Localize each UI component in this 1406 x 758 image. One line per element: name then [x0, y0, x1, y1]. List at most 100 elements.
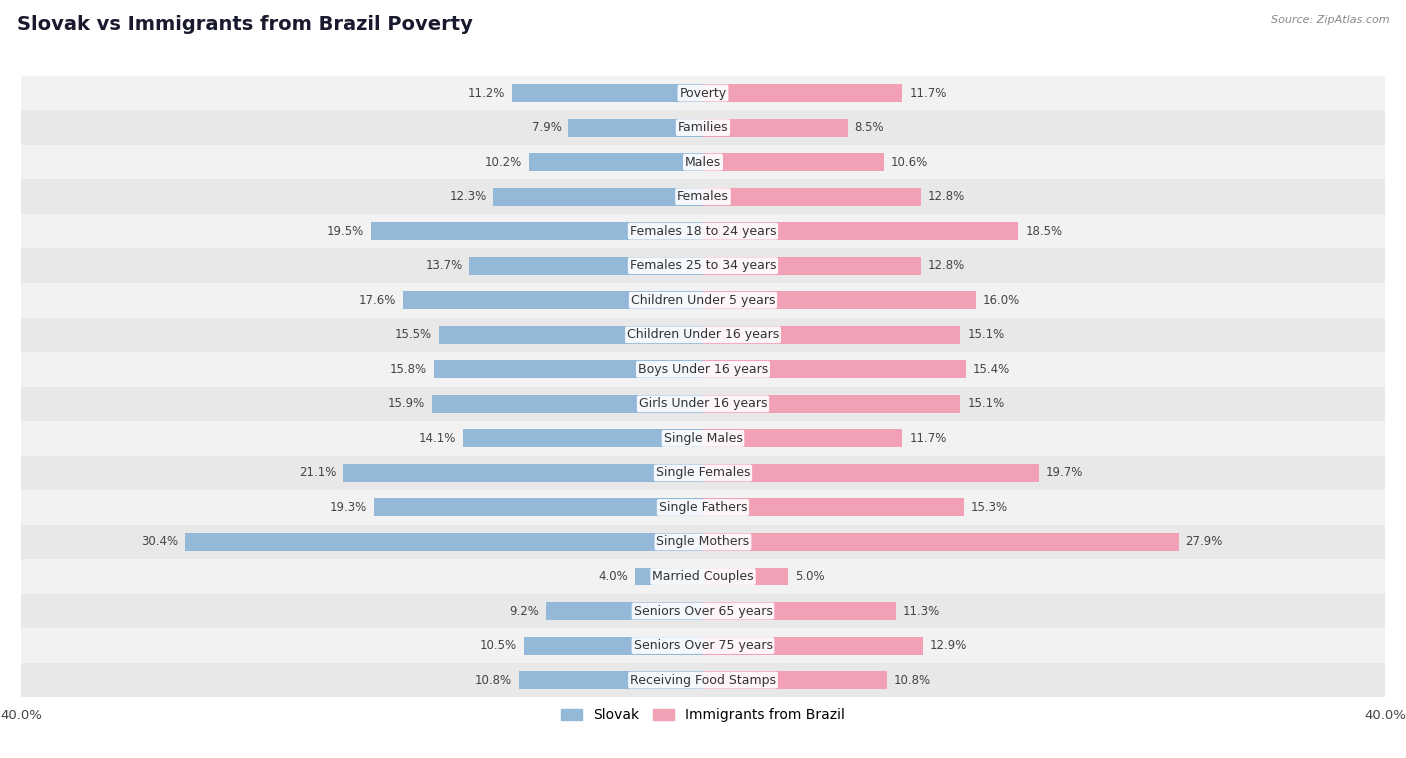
Text: 30.4%: 30.4%	[141, 535, 179, 549]
Text: 10.5%: 10.5%	[479, 639, 517, 652]
Bar	[404, 291, 703, 309]
Text: 27.9%: 27.9%	[1185, 535, 1223, 549]
Text: 15.9%: 15.9%	[388, 397, 425, 410]
Text: Boys Under 16 years: Boys Under 16 years	[638, 363, 768, 376]
Bar	[470, 257, 703, 274]
Bar	[432, 395, 703, 413]
Text: 10.8%: 10.8%	[894, 674, 931, 687]
Bar	[433, 360, 703, 378]
Text: 5.0%: 5.0%	[794, 570, 825, 583]
Text: 19.7%: 19.7%	[1046, 466, 1083, 479]
Bar	[703, 568, 789, 585]
Bar	[546, 602, 703, 620]
Bar	[703, 637, 922, 655]
Bar	[703, 464, 1039, 482]
Text: Females 18 to 24 years: Females 18 to 24 years	[630, 224, 776, 238]
Text: 15.3%: 15.3%	[970, 501, 1008, 514]
Text: 15.5%: 15.5%	[395, 328, 432, 341]
Text: 7.9%: 7.9%	[531, 121, 561, 134]
Bar	[21, 283, 1385, 318]
Bar	[21, 662, 1385, 697]
Bar	[636, 568, 703, 585]
Text: 12.3%: 12.3%	[450, 190, 486, 203]
Bar	[703, 188, 921, 205]
Text: Girls Under 16 years: Girls Under 16 years	[638, 397, 768, 410]
Bar	[703, 360, 966, 378]
Legend: Slovak, Immigrants from Brazil: Slovak, Immigrants from Brazil	[555, 703, 851, 728]
Text: Families: Families	[678, 121, 728, 134]
Text: 11.7%: 11.7%	[910, 432, 946, 445]
Bar	[494, 188, 703, 205]
Bar	[21, 594, 1385, 628]
Text: Single Fathers: Single Fathers	[659, 501, 747, 514]
Text: 12.9%: 12.9%	[929, 639, 967, 652]
Bar	[21, 628, 1385, 662]
Bar	[21, 76, 1385, 111]
Bar	[21, 525, 1385, 559]
Bar	[21, 111, 1385, 145]
Text: 21.1%: 21.1%	[299, 466, 336, 479]
Text: Seniors Over 75 years: Seniors Over 75 years	[634, 639, 772, 652]
Text: 15.4%: 15.4%	[973, 363, 1010, 376]
Text: Single Females: Single Females	[655, 466, 751, 479]
Text: Married Couples: Married Couples	[652, 570, 754, 583]
Bar	[21, 249, 1385, 283]
Text: 10.6%: 10.6%	[890, 155, 928, 168]
Text: 13.7%: 13.7%	[426, 259, 463, 272]
Bar	[184, 533, 703, 551]
Text: 9.2%: 9.2%	[509, 605, 540, 618]
Bar	[703, 499, 965, 516]
Text: Females: Females	[678, 190, 728, 203]
Text: Seniors Over 65 years: Seniors Over 65 years	[634, 605, 772, 618]
Text: 12.8%: 12.8%	[928, 259, 966, 272]
Text: Single Males: Single Males	[664, 432, 742, 445]
Text: 15.1%: 15.1%	[967, 328, 1004, 341]
Bar	[703, 222, 1018, 240]
Bar	[21, 387, 1385, 421]
Text: 10.8%: 10.8%	[475, 674, 512, 687]
Bar	[703, 257, 921, 274]
Bar	[439, 326, 703, 344]
Text: Children Under 5 years: Children Under 5 years	[631, 294, 775, 307]
Bar	[21, 559, 1385, 594]
Bar	[703, 533, 1178, 551]
Text: 11.3%: 11.3%	[903, 605, 939, 618]
Bar	[21, 352, 1385, 387]
Bar	[703, 395, 960, 413]
Bar	[343, 464, 703, 482]
Bar	[703, 291, 976, 309]
Bar	[371, 222, 703, 240]
Bar	[703, 84, 903, 102]
Text: 8.5%: 8.5%	[855, 121, 884, 134]
Text: Single Mothers: Single Mothers	[657, 535, 749, 549]
Text: 19.5%: 19.5%	[326, 224, 364, 238]
Text: 11.7%: 11.7%	[910, 86, 946, 99]
Text: Children Under 16 years: Children Under 16 years	[627, 328, 779, 341]
Text: 16.0%: 16.0%	[983, 294, 1019, 307]
Bar	[374, 499, 703, 516]
Text: 12.8%: 12.8%	[928, 190, 966, 203]
Text: Poverty: Poverty	[679, 86, 727, 99]
Bar	[21, 490, 1385, 525]
Bar	[21, 214, 1385, 249]
Bar	[21, 145, 1385, 180]
Bar	[568, 118, 703, 136]
Text: 14.1%: 14.1%	[419, 432, 456, 445]
Text: 15.1%: 15.1%	[967, 397, 1004, 410]
Text: 19.3%: 19.3%	[330, 501, 367, 514]
Bar	[21, 318, 1385, 352]
Bar	[463, 429, 703, 447]
Text: 4.0%: 4.0%	[598, 570, 628, 583]
Text: Females 25 to 34 years: Females 25 to 34 years	[630, 259, 776, 272]
Text: 15.8%: 15.8%	[389, 363, 427, 376]
Bar	[529, 153, 703, 171]
Text: Receiving Food Stamps: Receiving Food Stamps	[630, 674, 776, 687]
Bar	[703, 118, 848, 136]
Text: Slovak vs Immigrants from Brazil Poverty: Slovak vs Immigrants from Brazil Poverty	[17, 15, 472, 34]
Bar	[21, 421, 1385, 456]
Bar	[21, 456, 1385, 490]
Bar	[524, 637, 703, 655]
Bar	[703, 671, 887, 689]
Bar	[512, 84, 703, 102]
Text: 10.2%: 10.2%	[485, 155, 522, 168]
